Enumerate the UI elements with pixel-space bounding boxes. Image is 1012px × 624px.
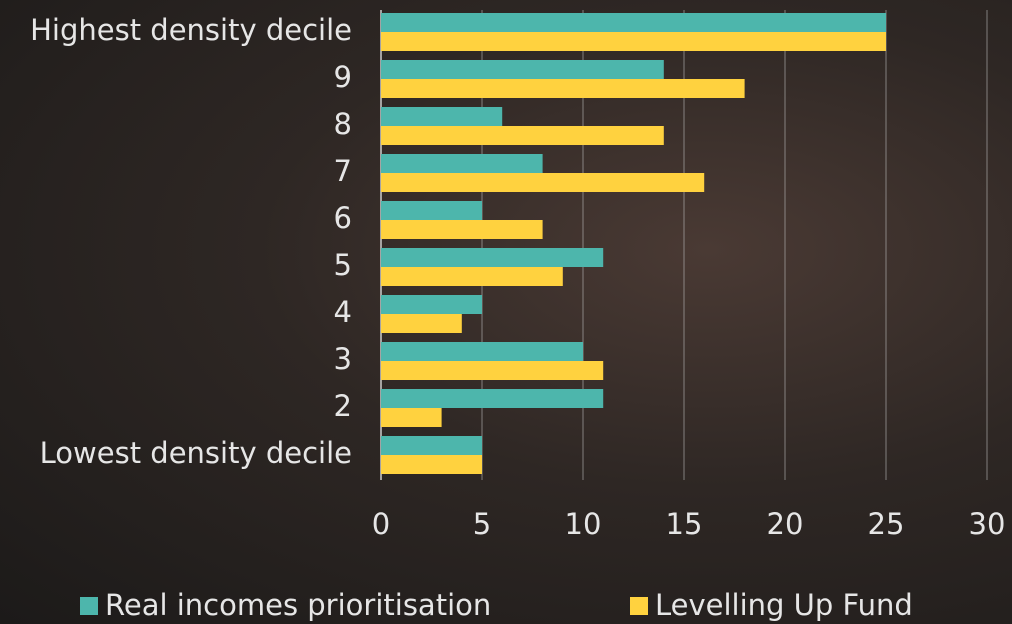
bar	[381, 455, 482, 474]
legend-swatch	[80, 597, 98, 615]
x-tick-label: 0	[372, 507, 390, 541]
x-tick-label: 20	[767, 507, 804, 541]
bar	[381, 32, 886, 51]
x-tick-label: 5	[473, 507, 491, 541]
y-tick-label: 8	[334, 107, 352, 141]
y-tick-label: 7	[334, 154, 352, 188]
bar	[381, 436, 482, 455]
bar	[381, 173, 704, 192]
y-tick-label: 6	[334, 201, 352, 235]
bar	[381, 295, 482, 314]
chart: 0 5 10 15 20 25 30 Highest density decile 9 8 7 6 5 4…	[0, 0, 1012, 624]
bar	[381, 60, 664, 79]
legend-swatch	[630, 597, 648, 615]
bar	[381, 107, 502, 126]
y-tick-label: 4	[334, 295, 352, 329]
bar	[381, 342, 583, 361]
legend-label: Levelling Up Fund	[655, 588, 913, 622]
bar	[381, 389, 603, 408]
x-tick-label: 15	[666, 507, 703, 541]
bar	[381, 13, 886, 32]
bar	[381, 220, 543, 239]
y-tick-label: Lowest density decile	[40, 436, 352, 470]
x-tick-label: 25	[868, 507, 905, 541]
bar	[381, 79, 745, 98]
bar	[381, 201, 482, 220]
bar	[381, 314, 462, 333]
bar	[381, 126, 664, 145]
y-tick-label: 3	[334, 342, 352, 376]
bar	[381, 408, 442, 427]
y-tick-label: Highest density decile	[30, 13, 352, 47]
y-tick-label: 2	[334, 389, 352, 423]
legend-label: Real incomes prioritisation	[105, 588, 491, 622]
bar	[381, 361, 603, 380]
bar	[381, 267, 563, 286]
bar	[381, 154, 543, 173]
y-tick-label: 9	[334, 60, 352, 94]
bar	[381, 248, 603, 267]
x-tick-label: 10	[565, 507, 602, 541]
y-tick-label: 5	[334, 248, 352, 282]
x-tick-label: 30	[969, 507, 1006, 541]
